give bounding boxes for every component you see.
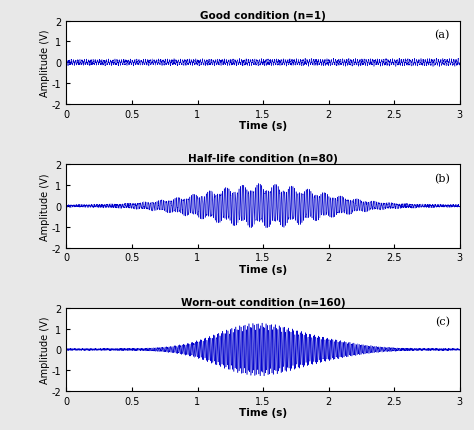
Y-axis label: Amplitude (V): Amplitude (V)	[40, 30, 50, 97]
Text: (b): (b)	[434, 173, 450, 183]
Y-axis label: Amplitude (V): Amplitude (V)	[40, 173, 50, 240]
Title: Worn-out condition (n=160): Worn-out condition (n=160)	[181, 297, 346, 307]
Text: (c): (c)	[435, 316, 450, 327]
Y-axis label: Amplitude (V): Amplitude (V)	[40, 316, 50, 383]
X-axis label: Time (s): Time (s)	[239, 121, 287, 131]
X-axis label: Time (s): Time (s)	[239, 264, 287, 274]
Text: (a): (a)	[435, 30, 450, 40]
X-axis label: Time (s): Time (s)	[239, 408, 287, 418]
Title: Good condition (n=1): Good condition (n=1)	[200, 11, 326, 21]
Title: Half-life condition (n=80): Half-life condition (n=80)	[188, 154, 338, 164]
